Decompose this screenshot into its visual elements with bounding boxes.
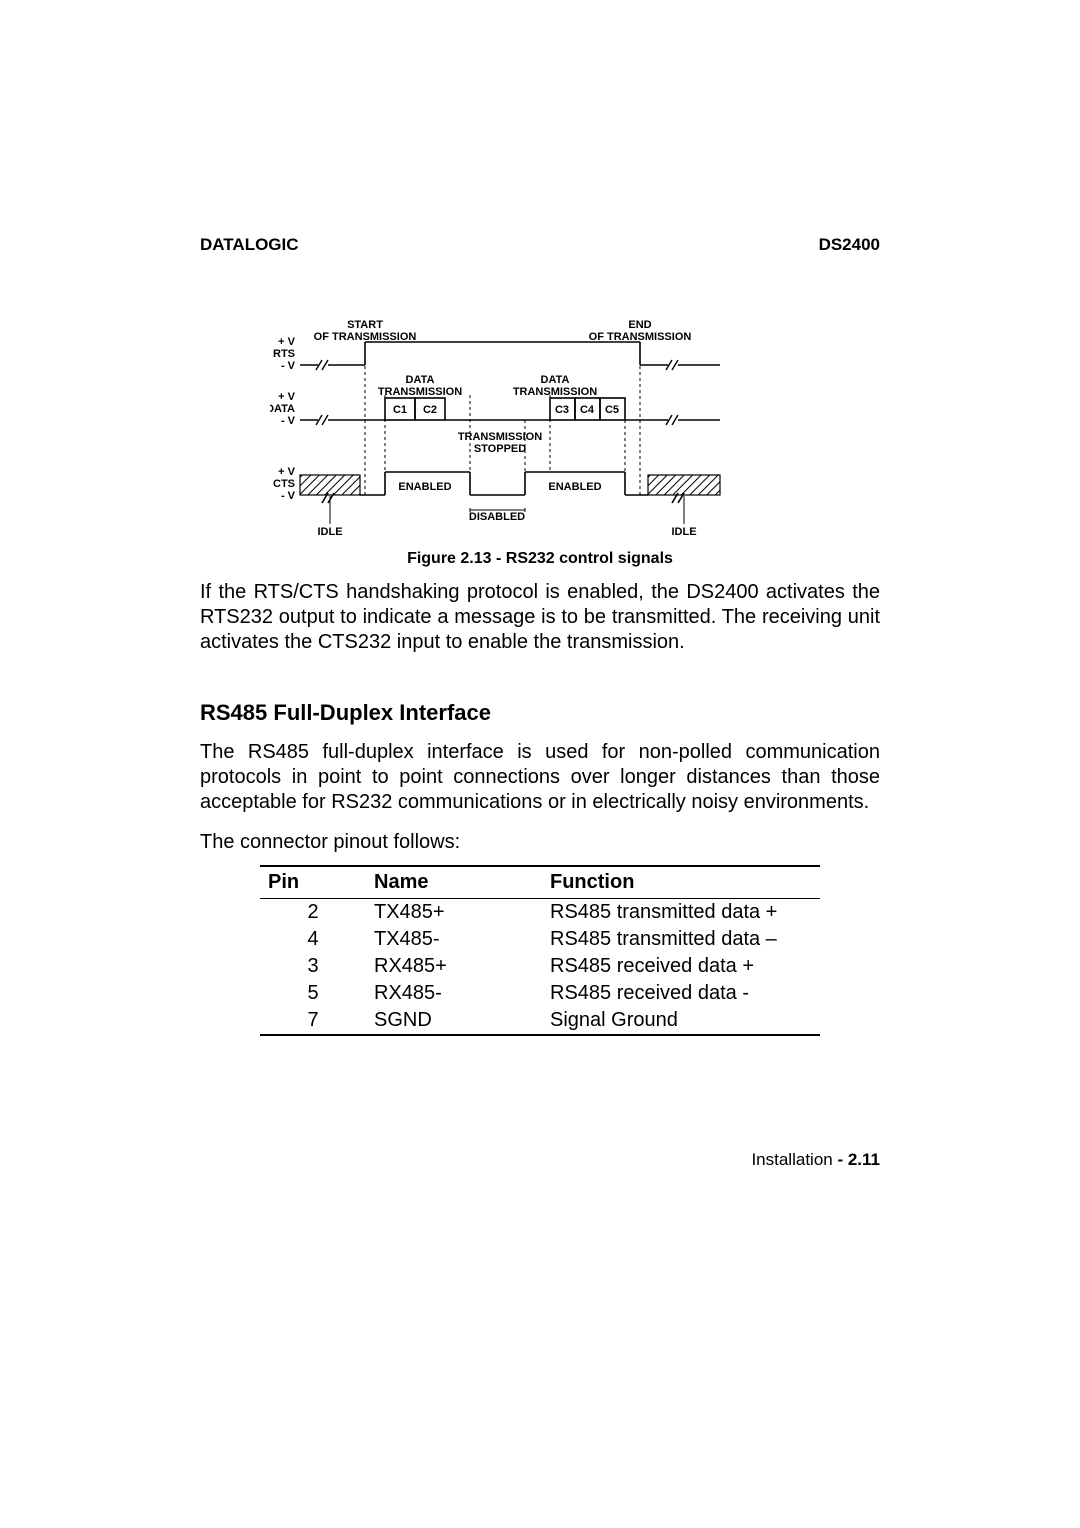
cell: RS485 transmitted data –: [542, 926, 820, 953]
idle-region-2: [648, 475, 720, 495]
figure-caption: Figure 2.13 - RS232 control signals: [0, 550, 1080, 568]
paragraph-3: The connector pinout follows:: [200, 830, 880, 855]
header-left: DATALOGIC: [200, 235, 299, 255]
table-row: 3 RX485+ RS485 received data +: [260, 953, 820, 980]
col-name-header: Name: [366, 866, 542, 899]
footer-sep: -: [833, 1150, 848, 1169]
cts-minus-label: - V: [281, 490, 296, 502]
table-row: 4 TX485- RS485 transmitted data –: [260, 926, 820, 953]
rts-name-label: RTS: [273, 348, 295, 360]
tx-stopped-b: STOPPED: [474, 443, 526, 455]
rts-trace: [300, 342, 720, 365]
cell: RX485+: [366, 953, 542, 980]
paragraph-2: The RS485 full-duplex interface is used …: [200, 740, 880, 815]
cell: RS485 transmitted data +: [542, 899, 820, 927]
tx-stopped-a: TRANSMISSION: [458, 431, 542, 443]
col-func-header: Function: [542, 866, 820, 899]
page: DATALOGIC DS2400 + V RTS - V + V TX DATA…: [0, 0, 1080, 1528]
cell: TX485+: [366, 899, 542, 927]
cell: 4: [260, 926, 366, 953]
tx-minus-label: - V: [281, 415, 296, 427]
cell: RS485 received data -: [542, 980, 820, 1007]
cts-name-label: CTS: [273, 478, 295, 490]
end-tx-label-1: END: [628, 320, 651, 331]
cts-plus-label: + V: [278, 466, 295, 478]
footer-page: 2.11: [848, 1150, 880, 1169]
c3-label: C3: [555, 404, 569, 416]
cell: Signal Ground: [542, 1007, 820, 1035]
footer-section: Installation: [751, 1150, 832, 1169]
table-row: 5 RX485- RS485 received data -: [260, 980, 820, 1007]
tx-plus-label: + V: [278, 391, 295, 403]
disabled-label: DISABLED: [469, 511, 525, 523]
idle-2-label: IDLE: [671, 526, 696, 538]
data-tx-2b: TRANSMISSION: [513, 386, 597, 398]
tx-name-label: TX DATA: [270, 403, 295, 415]
table-row: 2 TX485+ RS485 transmitted data +: [260, 899, 820, 927]
rts-plus-label: + V: [278, 336, 295, 348]
data-tx-2a: DATA: [541, 374, 570, 386]
cell: 7: [260, 1007, 366, 1035]
footer: Installation - 2.11: [751, 1150, 880, 1170]
c1-label: C1: [393, 404, 407, 416]
col-pin-header: Pin: [260, 866, 366, 899]
idle-region-1: [300, 475, 360, 495]
data-tx-1b: TRANSMISSION: [378, 386, 462, 398]
cell: 2: [260, 899, 366, 927]
c2-label: C2: [423, 404, 437, 416]
cell: 5: [260, 980, 366, 1007]
cell: RX485-: [366, 980, 542, 1007]
idle-1-label: IDLE: [317, 526, 342, 538]
start-tx-label-1: START: [347, 320, 383, 331]
rts-minus-label: - V: [281, 360, 296, 372]
paragraph-1: If the RTS/CTS handshaking protocol is e…: [200, 580, 880, 655]
enabled-1-label: ENABLED: [398, 481, 451, 493]
header-right: DS2400: [819, 235, 880, 255]
table-row: 7 SGND Signal Ground: [260, 1007, 820, 1035]
cell: SGND: [366, 1007, 542, 1035]
enabled-2-label: ENABLED: [548, 481, 601, 493]
section-heading: RS485 Full-Duplex Interface: [200, 700, 491, 726]
c4-label: C4: [580, 404, 595, 416]
cell: 3: [260, 953, 366, 980]
c5-label: C5: [605, 404, 619, 416]
cell: RS485 received data +: [542, 953, 820, 980]
data-tx-1a: DATA: [406, 374, 435, 386]
txdata-trace: [300, 398, 720, 420]
timing-diagram: + V RTS - V + V TX DATA - V + V CTS - V …: [270, 320, 810, 560]
pinout-table: Pin Name Function 2 TX485+ RS485 transmi…: [260, 865, 820, 1036]
cell: TX485-: [366, 926, 542, 953]
